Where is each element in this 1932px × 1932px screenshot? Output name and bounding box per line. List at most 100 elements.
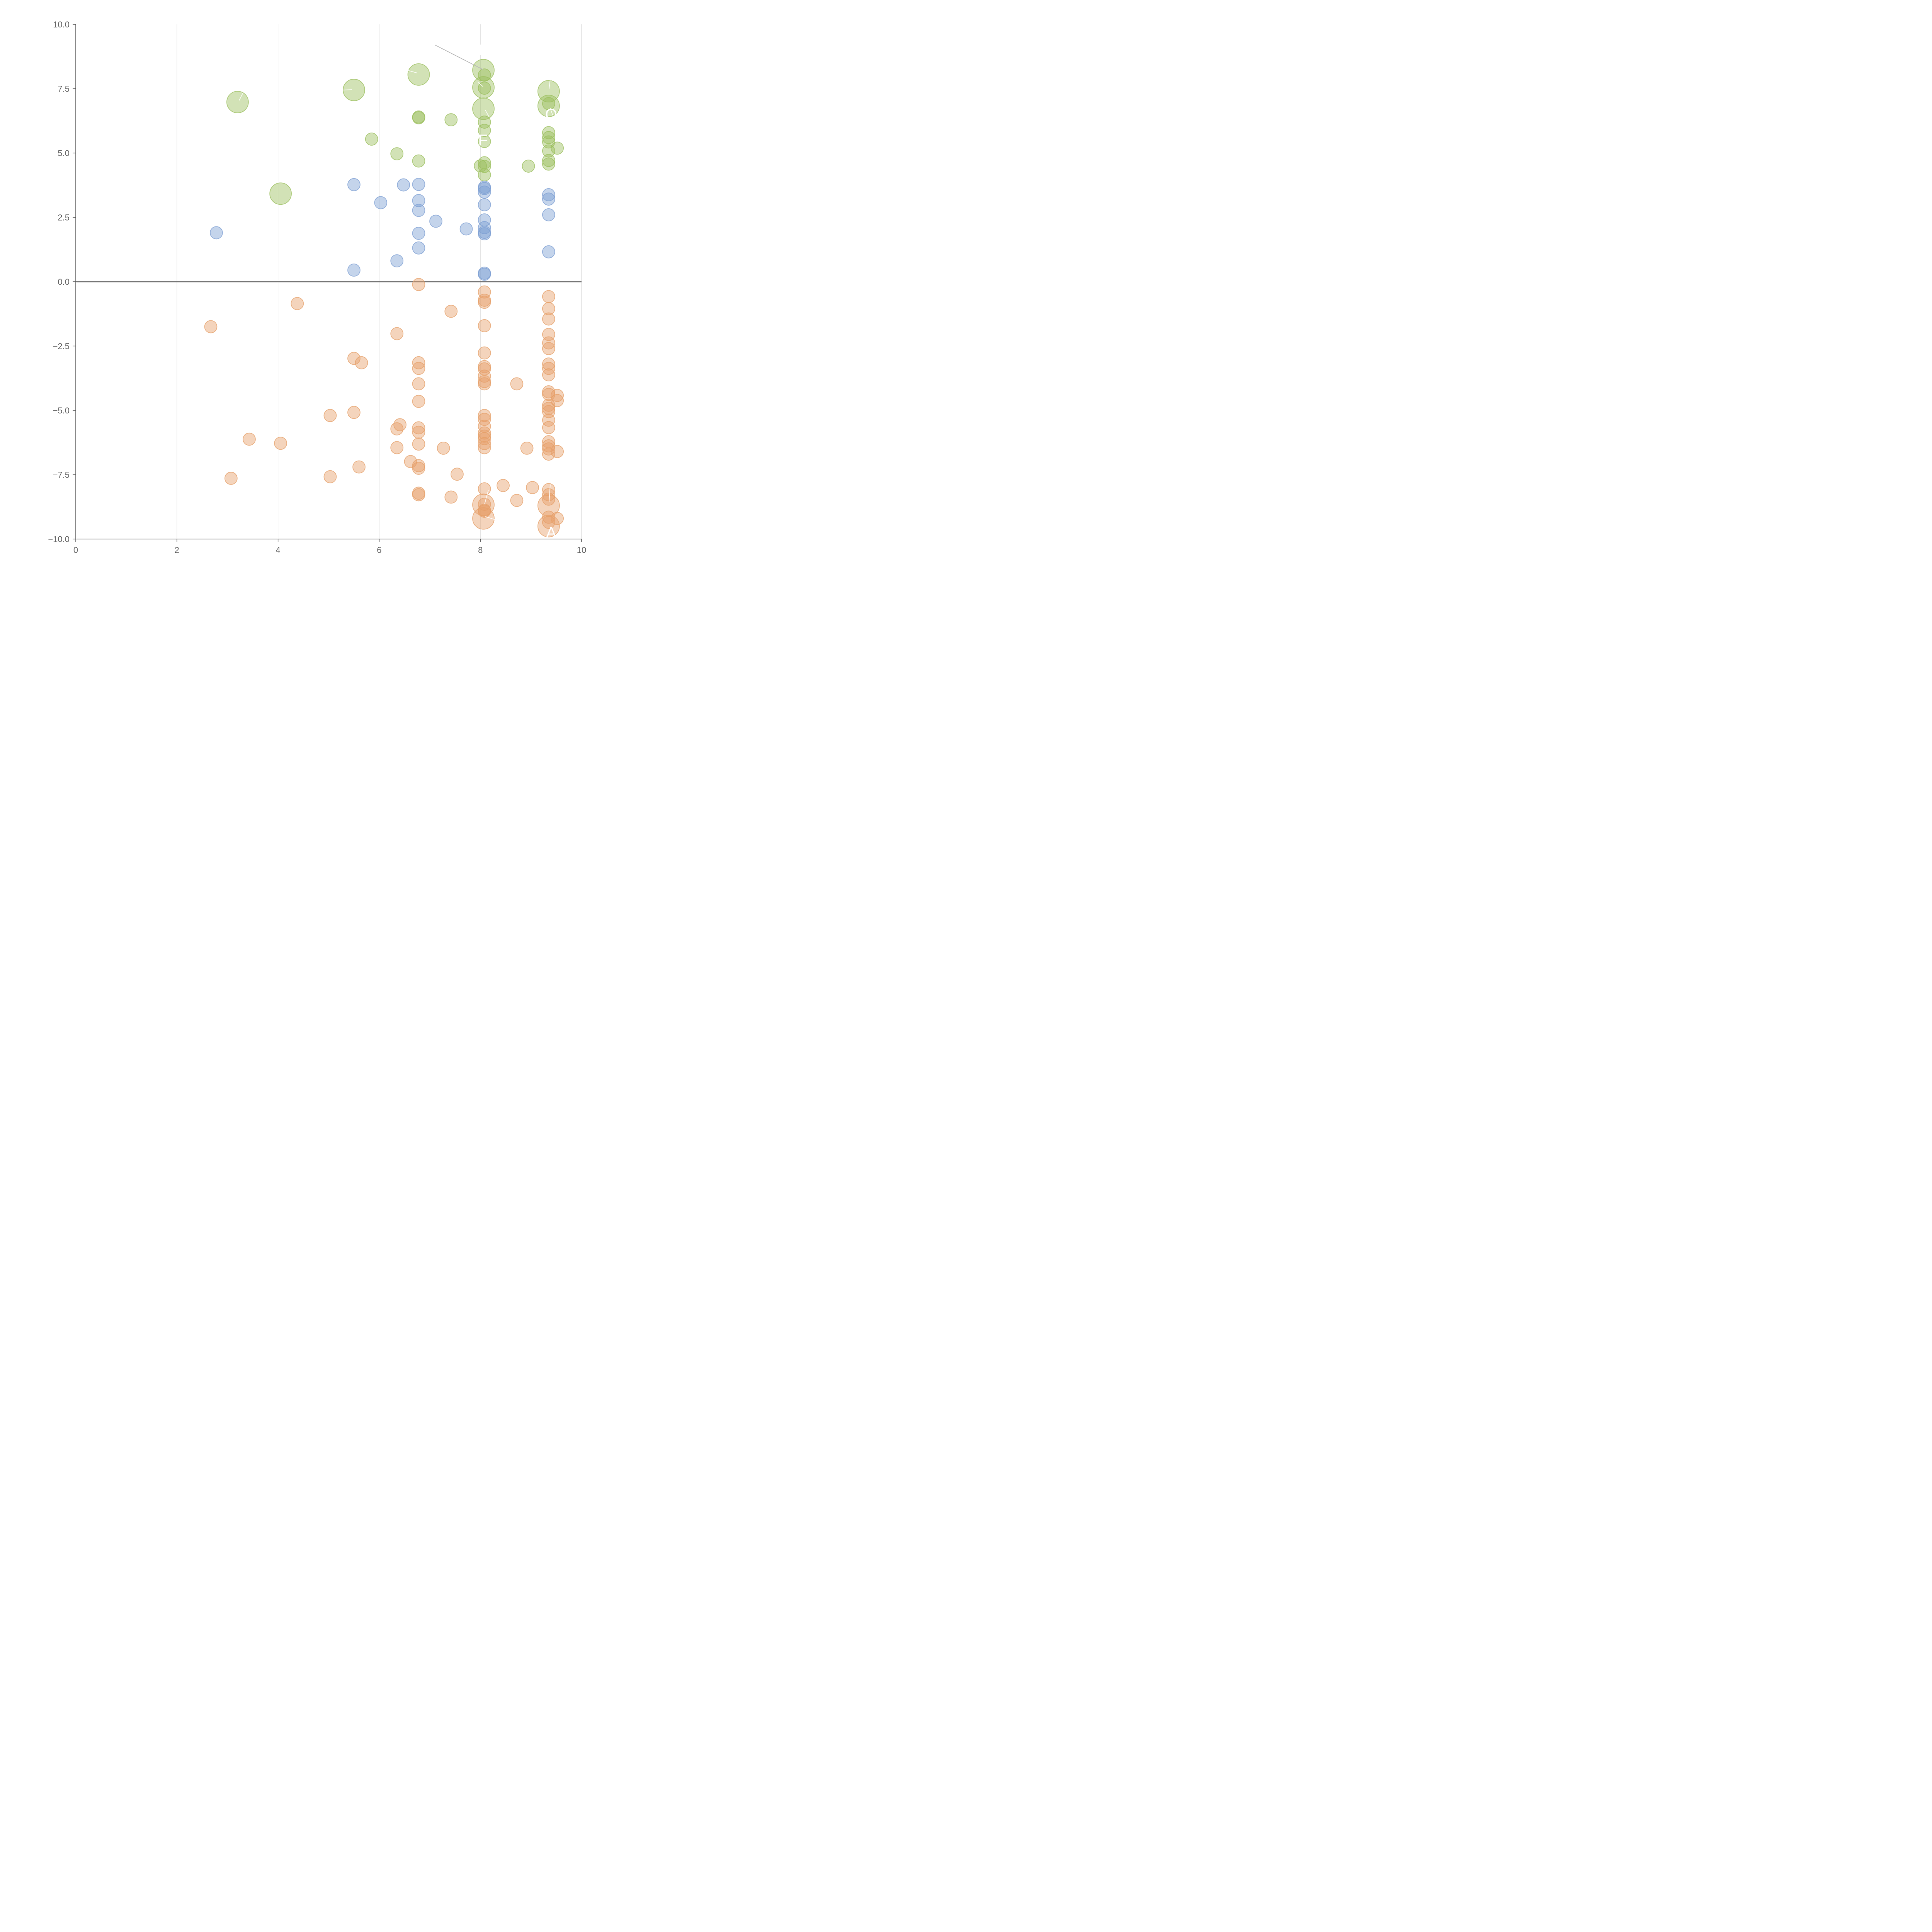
orange-point-7 — [243, 432, 256, 446]
y-tick-label: 5.0 — [58, 148, 70, 158]
green-point-13 — [412, 111, 425, 124]
blue-point-22 — [478, 267, 491, 281]
annotations: I O F A — [478, 42, 557, 541]
orange-point-85 — [551, 394, 564, 407]
orange-point-22 — [412, 421, 425, 435]
y-tick-label: 2.5 — [58, 213, 70, 223]
blue-point-23 — [542, 188, 555, 201]
callout-lines — [239, 44, 553, 520]
orange-point-16 — [390, 441, 404, 454]
orange-point-88 — [472, 493, 495, 516]
orange-point-28 — [412, 488, 425, 502]
blue-point-5 — [412, 194, 425, 207]
orange-point-13 — [352, 460, 366, 474]
callout-line-1 — [407, 70, 418, 73]
blue-point-12 — [347, 264, 361, 277]
green-point-17 — [412, 154, 425, 168]
blue-point-7 — [429, 214, 442, 228]
callout-line-3 — [239, 92, 243, 101]
green-point-15 — [365, 133, 378, 146]
green-point-24 — [478, 168, 491, 182]
orange-point-86 — [551, 445, 564, 458]
orange-point-47 — [478, 432, 491, 446]
orange-point-18 — [412, 356, 425, 369]
orange-point-67 — [542, 368, 555, 381]
blue-point-4 — [412, 178, 425, 191]
blue-point-15 — [478, 185, 491, 199]
y-tick-label: −5.0 — [53, 406, 70, 415]
annotation-2: F — [478, 132, 488, 149]
orange-point-60 — [542, 302, 555, 315]
x-tick-label: 8 — [478, 545, 483, 555]
orange-point-71 — [542, 401, 555, 415]
orange-point-34 — [478, 296, 491, 309]
orange-point-0 — [412, 278, 425, 291]
orange-point-91 — [537, 515, 560, 537]
blue-point-26 — [542, 245, 555, 259]
orange-point-20 — [412, 377, 425, 391]
orange-point-30 — [444, 490, 458, 504]
blue-point-8 — [459, 222, 473, 236]
annotation-1: O — [545, 106, 557, 123]
green-point-30 — [551, 141, 564, 155]
x-tick-label: 6 — [377, 545, 381, 555]
green-point-27 — [542, 131, 555, 144]
blue-point-0 — [210, 226, 223, 240]
blue-point-20 — [478, 227, 491, 241]
orange-point-26 — [412, 461, 425, 475]
orange-point-36 — [478, 346, 491, 360]
callout-line-5 — [485, 110, 490, 117]
callout-line-4 — [478, 82, 483, 87]
orange-point-29 — [437, 442, 450, 455]
orange-point-35 — [478, 319, 491, 332]
orange-point-57 — [520, 442, 534, 455]
green-point-25 — [522, 160, 535, 173]
y-tick-label: −2.5 — [53, 342, 70, 351]
orange-point-15 — [393, 418, 406, 432]
blue-point-10 — [412, 241, 425, 255]
orange-point-78 — [542, 447, 555, 461]
orange-point-2 — [204, 320, 218, 333]
orange-point-3 — [444, 304, 458, 318]
orange-point-6 — [355, 356, 368, 369]
orange-point-45 — [478, 426, 491, 440]
callout-line-6 — [549, 79, 551, 89]
callout-line-8 — [484, 490, 489, 505]
orange-point-43 — [478, 413, 491, 426]
orange-point-31 — [451, 468, 464, 481]
green-point-2 — [407, 63, 430, 86]
orange-point-21 — [412, 395, 425, 408]
y-tick-label: 10.0 — [53, 20, 70, 29]
orange-point-84 — [551, 389, 564, 402]
annotation-3: A — [546, 524, 556, 541]
annotation-0: I — [478, 42, 483, 59]
orange-point-10 — [347, 406, 361, 419]
orange-point-74 — [542, 421, 555, 434]
blue-point-9 — [412, 226, 425, 240]
green-point-29 — [542, 144, 555, 158]
orange-point-63 — [542, 336, 555, 350]
callout-line-7 — [550, 108, 553, 115]
orange-point-48 — [478, 437, 491, 450]
orange-point-55 — [510, 377, 524, 391]
green-point-32 — [542, 157, 555, 171]
orange-point-42 — [478, 409, 491, 422]
orange-point-56 — [510, 494, 524, 507]
axes: −10.0 −7.5 −5.0 −2.5 0.0 2.5 5.0 7.5 10.0 0 2 4 6 8 10 — [48, 20, 586, 555]
blue-point-11 — [390, 254, 404, 267]
orange-point-90 — [537, 494, 560, 517]
blue-point-24 — [542, 192, 555, 206]
blue-point-6 — [412, 204, 425, 217]
green-point-26 — [542, 126, 555, 139]
green-point-1 — [343, 78, 365, 101]
green-point-16 — [390, 147, 404, 160]
callout-line-0 — [434, 44, 483, 70]
green-point-5 — [472, 97, 495, 120]
orange-point-73 — [542, 413, 555, 427]
green-point-11 — [542, 97, 555, 111]
orange-point-12 — [323, 470, 337, 483]
orange-point-4 — [390, 327, 404, 340]
orange-point-9 — [323, 409, 337, 422]
orange-point-59 — [542, 290, 555, 303]
orange-point-5 — [347, 352, 361, 365]
